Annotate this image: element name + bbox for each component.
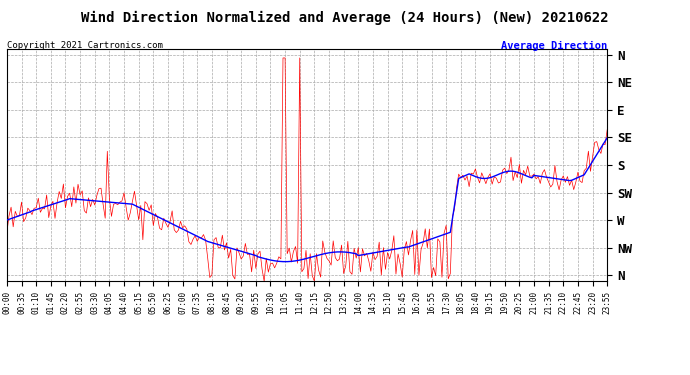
Text: Wind Direction Normalized and Average (24 Hours) (New) 20210622: Wind Direction Normalized and Average (2… <box>81 11 609 26</box>
Text: Average Direction: Average Direction <box>501 41 607 51</box>
Text: Copyright 2021 Cartronics.com: Copyright 2021 Cartronics.com <box>7 41 163 50</box>
